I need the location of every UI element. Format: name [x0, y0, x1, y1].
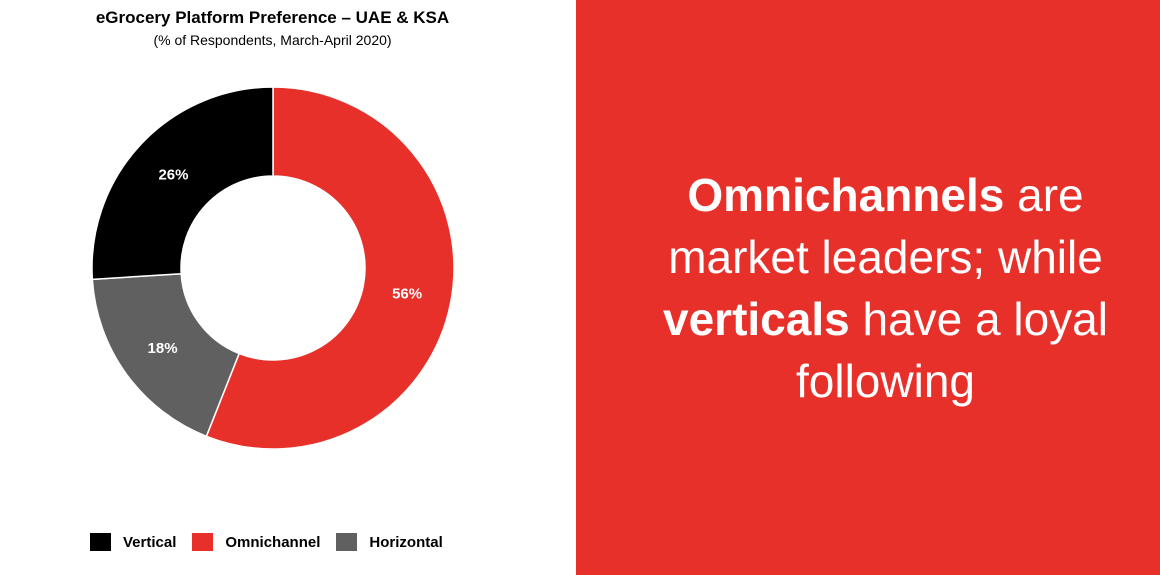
legend: Vertical Omnichannel Horizontal	[90, 533, 459, 551]
legend-label: Vertical	[123, 533, 177, 551]
legend-swatch	[90, 533, 111, 551]
legend-label: Horizontal	[369, 533, 443, 551]
takeaway-bold-1: Omnichannels	[687, 168, 1005, 221]
takeaway-text: Omnichannels are market leaders; while v…	[576, 164, 1160, 412]
legend-swatch	[336, 533, 358, 551]
legend-item-horizontal: Horizontal	[336, 533, 443, 551]
chart-title: eGrocery Platform Preference – UAE & KSA	[95, 8, 450, 27]
takeaway-text-1: are market leaders; while	[668, 168, 1103, 283]
takeaway-bold-2: verticals	[663, 292, 850, 345]
takeaway-panel: Omnichannels are market leaders; while v…	[576, 0, 1160, 575]
slice-vertical	[91, 86, 274, 281]
data-label-omnichannel: 56%	[392, 286, 422, 303]
donut-chart: 56% 18% 26%	[91, 86, 455, 450]
legend-swatch	[192, 533, 214, 551]
slice-omnichannel	[205, 86, 455, 450]
legend-item-vertical: Vertical	[90, 533, 176, 551]
legend-label: Omnichannel	[225, 533, 321, 551]
data-label-horizontal: 18%	[148, 340, 178, 357]
legend-item-omnichannel: Omnichannel	[192, 533, 320, 551]
data-label-vertical: 26%	[158, 167, 188, 184]
takeaway-text-2: have a loyal following	[796, 292, 1108, 407]
chart-subtitle: (% of Respondents, March-April 2020)	[153, 32, 392, 48]
slice-horizontal	[91, 272, 241, 438]
